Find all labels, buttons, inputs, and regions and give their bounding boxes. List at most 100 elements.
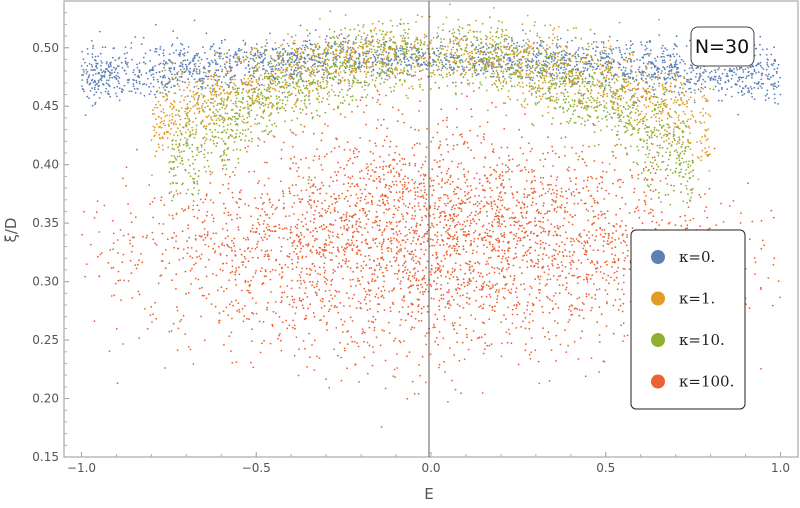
data-point	[347, 89, 349, 92]
data-point	[580, 262, 583, 264]
data-point	[551, 198, 554, 201]
data-point	[365, 223, 368, 225]
data-point	[131, 58, 133, 61]
data-point	[194, 234, 197, 237]
data-point	[546, 212, 548, 214]
data-point	[307, 200, 309, 203]
data-point	[298, 299, 301, 301]
data-point	[89, 243, 92, 246]
data-point	[707, 75, 710, 78]
data-point	[664, 169, 667, 171]
data-point	[465, 250, 468, 253]
data-point	[548, 188, 551, 190]
data-point	[498, 222, 501, 225]
data-point	[574, 307, 577, 310]
data-point	[82, 58, 85, 61]
data-point	[383, 228, 386, 230]
data-point	[285, 73, 288, 76]
data-point	[149, 49, 152, 52]
data-point	[714, 85, 717, 88]
data-point	[280, 245, 283, 248]
data-point	[385, 51, 388, 54]
data-point	[380, 195, 382, 198]
data-point	[393, 159, 396, 161]
data-point	[224, 207, 227, 210]
data-point	[354, 147, 356, 150]
data-point	[577, 49, 580, 51]
data-point	[456, 332, 458, 334]
data-point	[356, 251, 358, 254]
data-point	[261, 193, 263, 195]
data-point	[417, 239, 419, 241]
data-point	[467, 348, 470, 351]
data-point	[652, 95, 655, 98]
data-point	[196, 217, 199, 220]
data-point	[321, 248, 323, 251]
data-point	[433, 207, 436, 210]
data-point	[351, 242, 354, 244]
data-point	[552, 234, 555, 237]
data-point	[469, 219, 472, 222]
data-point	[438, 308, 441, 311]
data-point	[550, 192, 553, 195]
data-point	[281, 266, 283, 269]
data-point	[577, 202, 579, 205]
data-point	[443, 318, 446, 321]
data-point	[603, 228, 606, 231]
data-point	[242, 261, 245, 263]
data-point	[563, 72, 566, 75]
data-point	[300, 48, 303, 50]
data-point	[325, 378, 327, 380]
data-point	[519, 239, 521, 242]
data-point	[429, 238, 432, 241]
data-point	[118, 56, 121, 59]
data-point	[614, 246, 617, 249]
data-point	[493, 267, 496, 270]
data-point	[570, 293, 573, 296]
data-point	[446, 302, 449, 305]
data-point	[394, 376, 396, 378]
data-point	[255, 269, 257, 272]
data-point	[628, 212, 631, 214]
data-point	[606, 210, 609, 213]
data-point	[578, 309, 581, 311]
data-point	[209, 199, 212, 201]
data-point	[548, 244, 551, 247]
data-point	[363, 298, 366, 301]
data-point	[553, 59, 555, 62]
data-point	[575, 177, 578, 180]
data-point	[327, 229, 330, 232]
data-point	[556, 224, 559, 227]
data-point	[510, 292, 512, 294]
data-point	[493, 247, 496, 250]
data-point	[325, 277, 327, 280]
data-point	[521, 224, 523, 227]
data-point	[407, 206, 410, 209]
data-point	[733, 71, 736, 74]
data-point	[765, 54, 768, 56]
data-point	[218, 319, 221, 322]
data-point	[726, 72, 728, 75]
data-point	[700, 83, 703, 86]
data-point	[426, 64, 429, 67]
data-point	[401, 113, 404, 115]
data-point	[383, 309, 386, 311]
data-point	[269, 270, 272, 273]
data-point	[433, 323, 435, 326]
data-point	[222, 183, 224, 186]
data-point	[439, 160, 441, 162]
data-point	[526, 309, 528, 311]
data-point	[485, 295, 488, 298]
data-point	[356, 266, 359, 269]
data-point	[296, 223, 299, 226]
data-point	[384, 186, 387, 189]
data-point	[288, 252, 291, 255]
data-point	[329, 259, 332, 261]
data-point	[498, 289, 500, 291]
data-point	[492, 245, 494, 248]
data-point	[489, 187, 492, 190]
data-point	[185, 292, 188, 295]
data-point	[267, 177, 270, 180]
data-point	[362, 111, 365, 113]
data-point	[338, 145, 341, 148]
